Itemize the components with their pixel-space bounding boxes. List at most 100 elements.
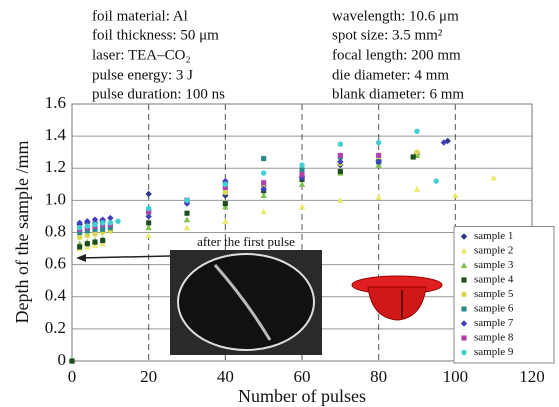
y-tick-label: 0.6	[45, 254, 66, 273]
point	[413, 185, 421, 192]
x-tick-label: 40	[217, 367, 234, 386]
point	[77, 229, 83, 236]
annotation: die diameter: 4 mm	[332, 67, 449, 83]
annotation: laser: TEA–CO₂	[92, 47, 191, 63]
point	[222, 201, 228, 207]
point	[115, 218, 121, 224]
y-tick-label: 1.6	[45, 93, 66, 112]
point	[107, 214, 114, 222]
y-tick-label: 0.2	[45, 318, 66, 337]
legend-marker	[460, 247, 468, 254]
point	[452, 192, 459, 199]
point	[145, 190, 152, 198]
point	[337, 168, 343, 175]
y-tick-label: 1.0	[45, 189, 66, 208]
point	[260, 170, 267, 176]
x-tick-label: 80	[370, 367, 387, 386]
y-tick-label: 0	[58, 350, 67, 369]
legend-label: sample 6	[474, 303, 514, 315]
point	[298, 203, 306, 210]
point	[145, 213, 152, 220]
cup-body	[367, 286, 427, 321]
point	[433, 178, 439, 184]
legend-label: sample 4	[474, 274, 514, 286]
point	[337, 197, 344, 203]
point	[183, 216, 191, 223]
point	[76, 234, 83, 241]
x-tick-label: 60	[294, 367, 311, 386]
point	[261, 180, 267, 186]
point	[440, 139, 448, 146]
y-tick-label: 1.2	[45, 157, 66, 176]
point	[107, 225, 113, 231]
legend: sample 1 sample 2 sample 3 sample 4 sample 5…	[453, 226, 555, 364]
point	[100, 237, 106, 244]
inset-arrow	[79, 255, 171, 259]
y-tick-label: 0.4	[45, 286, 67, 305]
point	[100, 226, 106, 232]
point	[99, 240, 106, 247]
legend-label: sample 5	[474, 288, 514, 300]
cup-diagram	[351, 275, 443, 321]
point	[107, 220, 114, 226]
point	[410, 154, 416, 160]
point	[222, 218, 229, 224]
point	[91, 242, 99, 248]
point	[260, 208, 267, 215]
point	[375, 158, 382, 166]
point	[146, 209, 152, 215]
point	[92, 221, 98, 228]
legend-label: sample 3	[474, 259, 514, 271]
point	[84, 223, 91, 229]
point	[76, 224, 83, 231]
point	[91, 216, 99, 223]
legend-marker	[461, 349, 467, 356]
x-tick-label: 0	[68, 367, 77, 386]
point	[337, 152, 343, 158]
legend-marker	[461, 306, 467, 312]
legend-marker	[460, 233, 468, 240]
annotation: focal length: 200 mm	[332, 47, 461, 63]
y-tick-label: 0.8	[45, 221, 66, 240]
point	[145, 232, 152, 239]
annotation: foil thickness: 50 μm	[92, 27, 219, 43]
legend-marker	[460, 262, 468, 269]
inset: after the first pulse	[76, 234, 322, 355]
point	[184, 197, 190, 204]
point	[92, 231, 98, 237]
x-tick-label: 20	[140, 367, 157, 386]
legend-box	[453, 226, 555, 364]
point	[376, 152, 382, 158]
point	[414, 128, 420, 135]
legend-label: sample 2	[474, 245, 513, 257]
point	[414, 149, 420, 155]
legend-label: sample 9	[474, 346, 514, 358]
point	[222, 203, 229, 210]
point	[77, 244, 83, 250]
y-tick-label: 1.4	[45, 125, 67, 144]
legend-label: sample 7	[474, 317, 514, 329]
y-axis-title: Depth of the sample /mm	[12, 141, 32, 324]
point	[490, 174, 497, 181]
point	[84, 241, 90, 247]
legend-marker	[461, 335, 467, 341]
point	[261, 156, 267, 162]
point	[183, 224, 191, 231]
annotation: foil material: Al	[92, 8, 188, 24]
point	[337, 158, 344, 166]
point	[84, 218, 91, 225]
point	[84, 243, 91, 250]
annotation: pulse duration: 100 ns	[92, 86, 225, 102]
legend-label: sample 1	[474, 230, 513, 242]
point	[222, 189, 229, 196]
point	[222, 184, 228, 191]
annotation: wavelength: 10.6 μm	[332, 8, 459, 24]
legend-marker	[460, 320, 468, 327]
x-axis-title: Number of pulses	[238, 386, 366, 406]
point	[69, 358, 75, 364]
point	[375, 193, 382, 200]
point	[146, 220, 152, 226]
point	[299, 172, 305, 178]
annotation: blank diameter: 6 mm	[332, 86, 464, 102]
